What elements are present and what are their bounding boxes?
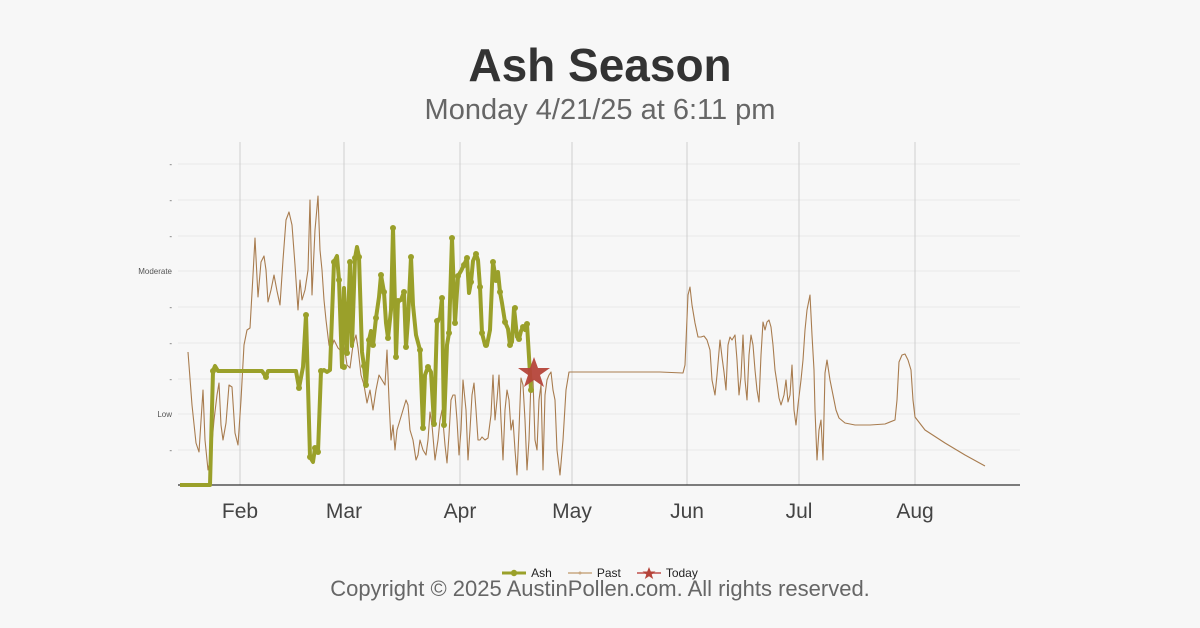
y-label-moderate: Moderate bbox=[138, 267, 172, 276]
today-star-marker bbox=[518, 357, 550, 387]
svg-text:Jun: Jun bbox=[670, 500, 704, 523]
ash-series-line bbox=[180, 226, 533, 487]
svg-text:-: - bbox=[169, 303, 172, 312]
chart-title: Ash Season bbox=[468, 39, 732, 91]
svg-text:Apr: Apr bbox=[444, 500, 477, 523]
svg-text:May: May bbox=[552, 500, 592, 523]
past-legend-icon bbox=[567, 571, 592, 575]
copyright-notice: Copyright © 2025 AustinPollen.com. All r… bbox=[330, 576, 870, 601]
legend-item-past: Past bbox=[567, 566, 621, 580]
y-label-low: Low bbox=[157, 410, 172, 419]
svg-text:-: - bbox=[169, 232, 172, 241]
y-axis-labels: - - - Moderate - - - Low - bbox=[138, 160, 172, 455]
star-legend-icon bbox=[636, 567, 661, 579]
svg-text:Aug: Aug bbox=[896, 500, 933, 523]
chart-legend: Ash Past Today bbox=[0, 566, 1200, 580]
svg-text:Jul: Jul bbox=[786, 500, 813, 523]
svg-text:Feb: Feb bbox=[222, 500, 258, 523]
chart-subtitle: Monday 4/21/25 at 6:11 pm bbox=[424, 94, 776, 126]
svg-text:-: - bbox=[169, 339, 172, 348]
legend-item-today: Today bbox=[636, 566, 698, 580]
svg-text:-: - bbox=[169, 375, 172, 384]
x-axis-labels: Feb Mar Apr May Jun Jul Aug bbox=[222, 500, 934, 523]
svg-text:-: - bbox=[169, 446, 172, 455]
ash-legend-icon bbox=[502, 569, 527, 577]
svg-text:-: - bbox=[169, 196, 172, 205]
legend-item-ash: Ash bbox=[502, 566, 552, 580]
past-series-line bbox=[187, 195, 986, 476]
svg-text:Mar: Mar bbox=[326, 500, 362, 523]
svg-text:-: - bbox=[169, 160, 172, 169]
horizontal-gridlines bbox=[178, 163, 1020, 451]
ash-series-markers bbox=[210, 225, 534, 460]
